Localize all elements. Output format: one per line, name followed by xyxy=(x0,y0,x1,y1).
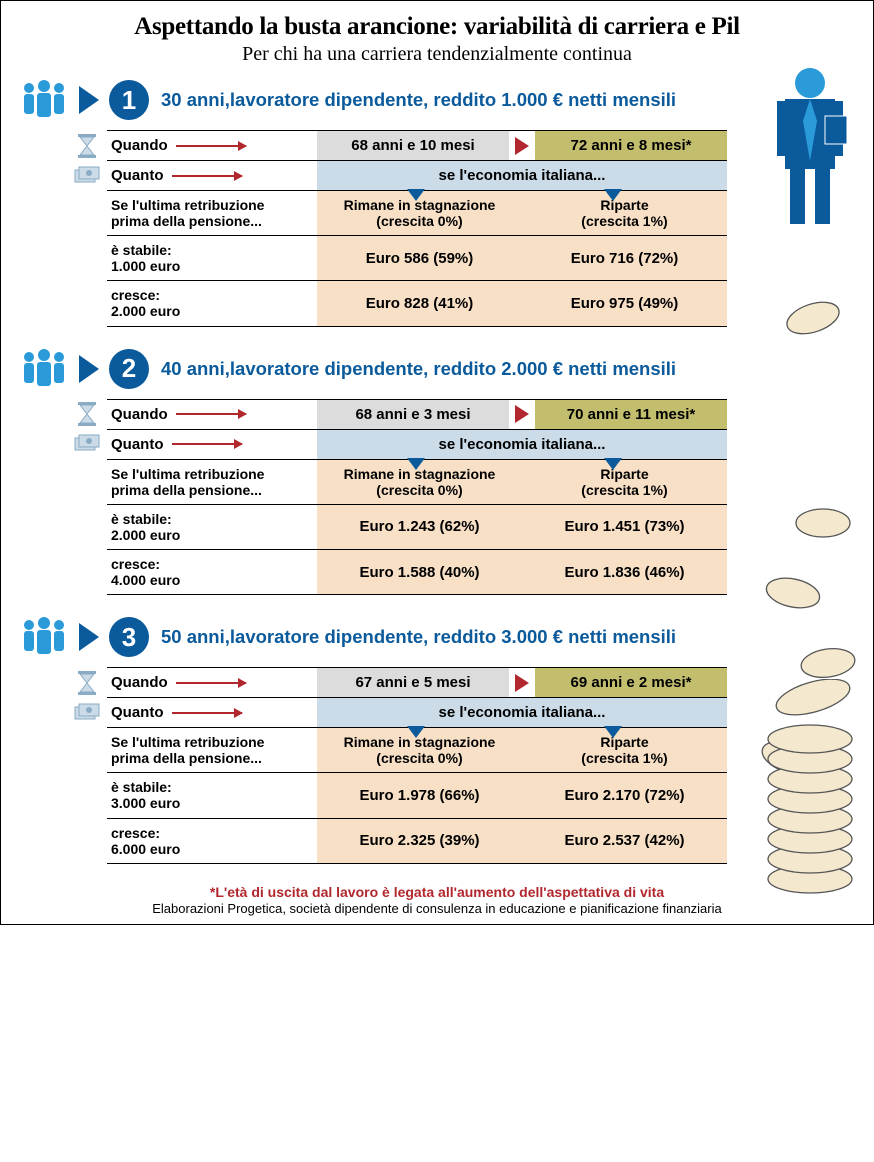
val-stable-hi: Euro 1.451 (73%) xyxy=(522,505,727,549)
val-grow-hi: Euro 2.537 (42%) xyxy=(522,819,727,863)
scenario-block: 2 40 anni,lavoratore dipendente, reddito… xyxy=(17,347,857,596)
row-grow-label: cresce:2.000 euro xyxy=(107,281,317,325)
scenario-block: 3 50 anni,lavoratore dipendente, reddito… xyxy=(17,615,857,864)
arrow-down-icon xyxy=(407,189,425,201)
row-label-retrib: Se l'ultima retribuzioneprima della pens… xyxy=(107,728,317,772)
row-grow-label: cresce:4.000 euro xyxy=(107,550,317,594)
scenario-number-badge: 3 xyxy=(109,617,149,657)
row-label-retrib: Se l'ultima retribuzioneprima della pens… xyxy=(107,191,317,235)
col-recover: Riparte(crescita 1%) xyxy=(522,460,727,504)
val-stable-hi: Euro 716 (72%) xyxy=(522,236,727,280)
age-high: 72 anni e 8 mesi* xyxy=(535,131,727,160)
scenario-number-badge: 2 xyxy=(109,349,149,389)
col-recover: Riparte(crescita 1%) xyxy=(522,191,727,235)
arrow-down-icon xyxy=(604,726,622,738)
people-icon xyxy=(17,615,71,659)
row-label-quanto: Quanto xyxy=(107,161,317,190)
chevron-right-icon xyxy=(77,621,103,653)
hourglass-icon xyxy=(73,133,101,159)
scenario-heading: 40 anni,lavoratore dipendente, reddito 2… xyxy=(161,358,676,380)
arrow-right-icon xyxy=(515,405,529,423)
age-low: 68 anni e 3 mesi xyxy=(317,400,509,429)
age-low: 67 anni e 5 mesi xyxy=(317,668,509,697)
hourglass-icon xyxy=(73,670,101,696)
row-stable-label: è stabile:1.000 euro xyxy=(107,236,317,280)
row-stable-label: è stabile:2.000 euro xyxy=(107,505,317,549)
arrow-down-icon xyxy=(407,726,425,738)
row-stable-label: è stabile:3.000 euro xyxy=(107,773,317,817)
val-stable-hi: Euro 2.170 (72%) xyxy=(522,773,727,817)
val-grow-lo: Euro 828 (41%) xyxy=(317,281,522,325)
arrow-down-icon xyxy=(604,189,622,201)
scenario-heading: 50 anni,lavoratore dipendente, reddito 3… xyxy=(161,626,676,648)
col-recover: Riparte(crescita 1%) xyxy=(522,728,727,772)
hourglass-icon xyxy=(73,401,101,427)
footnote-asterisk: *L'età di uscita dal lavoro è legata all… xyxy=(17,884,857,900)
row-label-quando: Quando xyxy=(107,668,317,697)
chevron-right-icon xyxy=(77,84,103,116)
money-icon xyxy=(73,434,101,454)
people-icon xyxy=(17,78,71,122)
row-label-quando: Quando xyxy=(107,400,317,429)
arrow-right-icon xyxy=(515,674,529,692)
arrow-down-icon xyxy=(407,458,425,470)
scenario-table: Quando 67 anni e 5 mesi 69 anni e 2 mesi… xyxy=(107,667,727,864)
economy-header: se l'economia italiana... xyxy=(317,698,727,727)
scenario-number-badge: 1 xyxy=(109,80,149,120)
val-stable-lo: Euro 586 (59%) xyxy=(317,236,522,280)
age-low: 68 anni e 10 mesi xyxy=(317,131,509,160)
economy-header: se l'economia italiana... xyxy=(317,430,727,459)
page-subtitle: Per chi ha una carriera tendenzialmente … xyxy=(17,43,857,66)
age-high: 70 anni e 11 mesi* xyxy=(535,400,727,429)
val-stable-lo: Euro 1.243 (62%) xyxy=(317,505,522,549)
row-grow-label: cresce:6.000 euro xyxy=(107,819,317,863)
money-icon xyxy=(73,166,101,186)
scenario-table: Quando 68 anni e 3 mesi 70 anni e 11 mes… xyxy=(107,399,727,596)
row-label-retrib: Se l'ultima retribuzioneprima della pens… xyxy=(107,460,317,504)
age-high: 69 anni e 2 mesi* xyxy=(535,668,727,697)
row-label-quanto: Quanto xyxy=(107,698,317,727)
val-grow-hi: Euro 1.836 (46%) xyxy=(522,550,727,594)
val-stable-lo: Euro 1.978 (66%) xyxy=(317,773,522,817)
page-title: Aspettando la busta arancione: variabili… xyxy=(17,13,857,41)
people-icon xyxy=(17,347,71,391)
scenario-block: 1 30 anni,lavoratore dipendente, reddito… xyxy=(17,78,857,327)
arrow-down-icon xyxy=(604,458,622,470)
chevron-right-icon xyxy=(77,353,103,385)
scenario-table: Quando 68 anni e 10 mesi 72 anni e 8 mes… xyxy=(107,130,727,327)
val-grow-hi: Euro 975 (49%) xyxy=(522,281,727,325)
money-icon xyxy=(73,703,101,723)
val-grow-lo: Euro 1.588 (40%) xyxy=(317,550,522,594)
row-label-quando: Quando xyxy=(107,131,317,160)
row-label-quanto: Quanto xyxy=(107,430,317,459)
economy-header: se l'economia italiana... xyxy=(317,161,727,190)
footnote-source: Elaborazioni Progetica, società dipenden… xyxy=(17,901,857,916)
arrow-right-icon xyxy=(515,137,529,155)
val-grow-lo: Euro 2.325 (39%) xyxy=(317,819,522,863)
scenario-heading: 30 anni,lavoratore dipendente, reddito 1… xyxy=(161,89,676,111)
